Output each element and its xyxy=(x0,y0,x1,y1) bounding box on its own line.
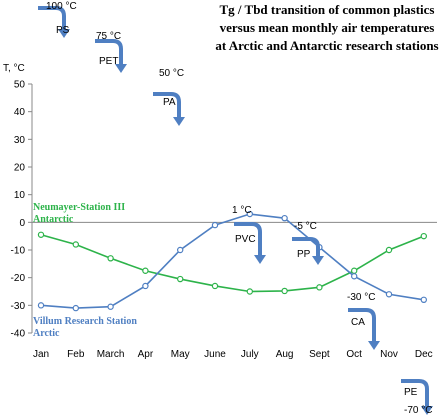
x-tick-label: July xyxy=(241,349,259,360)
plastic-name: PET xyxy=(99,56,118,67)
plastic-name: PVC xyxy=(235,234,256,245)
series-point xyxy=(72,304,80,312)
series-point xyxy=(37,231,45,238)
plastic-transition-temp: 50 °C xyxy=(159,68,184,79)
series-point xyxy=(385,291,393,298)
x-tick-label: Apr xyxy=(138,349,154,360)
series-point xyxy=(72,241,80,248)
series-point xyxy=(316,284,323,291)
y-tick-label: 0 xyxy=(19,218,25,229)
series-point xyxy=(246,210,253,218)
plastic-transition-temp: 100 °C xyxy=(46,1,77,12)
transition-arrow xyxy=(38,6,66,30)
transition-arrow xyxy=(401,379,429,407)
x-tick-label: Nov xyxy=(380,349,398,360)
series-point xyxy=(281,214,288,222)
y-tick-label: -20 xyxy=(11,273,26,284)
x-tick-label: Jan xyxy=(33,349,49,360)
series-label: Neumayer-Station III xyxy=(33,202,125,213)
y-axis-label: T, °C xyxy=(3,63,25,74)
y-tick-label: -40 xyxy=(11,329,26,340)
transition-arrow xyxy=(292,237,320,257)
plastic-name: CA xyxy=(351,317,365,328)
series-point xyxy=(176,246,184,254)
series-point xyxy=(107,255,114,262)
series-label: Arctic xyxy=(33,328,60,339)
chart-title-line: versus mean monthly air temperatures xyxy=(220,20,435,35)
y-tick-label: 40 xyxy=(14,107,26,118)
series-point xyxy=(142,267,149,274)
x-tick-label: June xyxy=(204,349,226,360)
series-point xyxy=(211,282,219,290)
plastic-name: PS xyxy=(56,25,70,36)
plastic-transition-temp: 75 °C xyxy=(96,31,121,42)
x-tick-label: May xyxy=(171,349,190,360)
series-line xyxy=(40,213,424,309)
y-tick-label: -10 xyxy=(11,246,26,257)
y-tick-label: -30 xyxy=(11,301,26,312)
series-label: Antarctic xyxy=(33,214,74,225)
plastic-transition-temp: -30 °C xyxy=(347,292,375,303)
plastic-transition-temp: 1 °C xyxy=(232,205,252,216)
series-point xyxy=(351,273,358,280)
transition-arrow-head xyxy=(254,255,266,264)
series-label: Villum Research Station xyxy=(33,316,137,327)
series-point xyxy=(385,246,393,254)
transition-arrow-head xyxy=(58,29,70,38)
x-tick-label: Dec xyxy=(415,349,433,360)
series-point xyxy=(281,287,288,295)
transition-arrow-head xyxy=(173,117,185,126)
transition-arrow xyxy=(95,39,123,65)
transition-arrow xyxy=(348,308,376,342)
chart-title-line: Tg / Tbd transition of common plastics xyxy=(219,2,434,17)
series-point xyxy=(37,302,45,309)
y-tick-label: 10 xyxy=(14,190,26,201)
transition-arrow-head xyxy=(368,341,380,350)
y-tick-label: 20 xyxy=(14,163,26,174)
transition-arrow-head xyxy=(312,256,324,265)
series-point xyxy=(107,303,114,310)
series-point xyxy=(420,232,427,240)
series-point xyxy=(176,275,184,283)
x-tick-label: Aug xyxy=(276,349,294,360)
series-point xyxy=(420,296,427,303)
x-tick-label: Feb xyxy=(67,349,85,360)
x-tick-label: Oct xyxy=(346,349,362,360)
plastic-transition-temp: -70 °C xyxy=(404,405,432,416)
plastic-transition-temp: -5 °C xyxy=(294,221,317,232)
x-tick-label: Sept xyxy=(309,349,330,360)
transition-arrow xyxy=(153,92,181,118)
y-tick-label: 30 xyxy=(14,135,26,146)
x-tick-label: March xyxy=(97,349,125,360)
transition-arrow xyxy=(234,222,262,256)
plastic-name: PE xyxy=(404,387,418,398)
transition-arrow-head xyxy=(421,406,433,415)
chart-title-line: at Arctic and Antarctic research station… xyxy=(215,38,438,53)
y-tick-label: 50 xyxy=(14,80,26,91)
series-point xyxy=(246,288,253,295)
plastic-name: PA xyxy=(163,97,176,108)
series-point xyxy=(351,267,358,274)
series-point xyxy=(142,282,149,290)
transition-arrow-head xyxy=(115,64,127,73)
plastic-name: PP xyxy=(297,249,311,260)
series-point xyxy=(211,221,219,229)
series-line xyxy=(40,234,425,293)
